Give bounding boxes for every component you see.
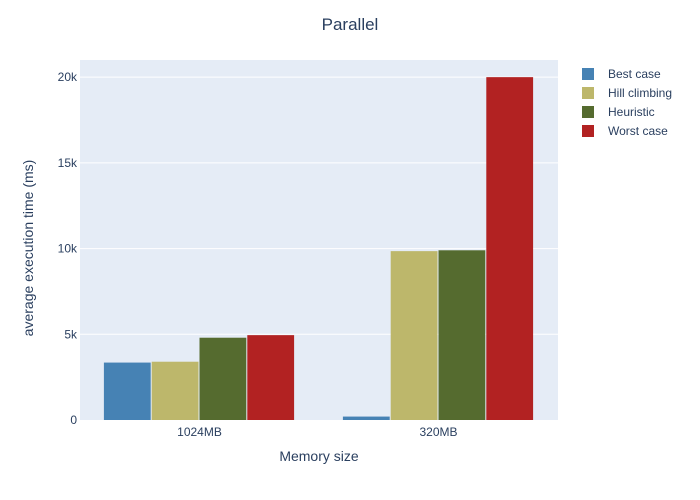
y-tick-label: 0 [70, 413, 77, 427]
legend-label: Heuristic [608, 105, 655, 119]
legend-swatch [582, 87, 594, 99]
x-axis-ticks: 1024MB 320MB [177, 425, 457, 439]
bar[interactable] [151, 361, 199, 420]
legend-label: Worst case [608, 124, 668, 138]
legend-item[interactable]: Worst case [582, 124, 668, 138]
legend-item[interactable]: Best case [582, 67, 661, 81]
bar[interactable] [390, 251, 438, 420]
legend-label: Hill climbing [608, 86, 672, 100]
legend[interactable]: Best case Hill climbing Heuristic Worst cas… [582, 67, 672, 138]
legend-item[interactable]: Heuristic [582, 105, 655, 119]
y-tick-label: 10k [58, 242, 78, 256]
bar[interactable] [103, 362, 151, 420]
legend-item[interactable]: Hill climbing [582, 86, 672, 100]
x-tick-label: 1024MB [177, 425, 222, 439]
y-axis-label: average execution time (ms) [20, 160, 36, 337]
bar[interactable] [199, 337, 247, 420]
legend-swatch [582, 68, 594, 80]
y-tick-label: 5k [64, 327, 78, 341]
chart-title: Parallel [322, 15, 379, 34]
legend-swatch [582, 106, 594, 118]
y-tick-label: 20k [58, 70, 78, 84]
y-tick-label: 15k [58, 156, 78, 170]
bar[interactable] [247, 335, 295, 420]
bar[interactable] [342, 416, 390, 420]
legend-label: Best case [608, 67, 661, 81]
bar[interactable] [486, 77, 534, 421]
x-tick-label: 320MB [419, 425, 457, 439]
bar[interactable] [438, 250, 486, 420]
y-axis-ticks: 0 5k 10k 15k 20k [58, 70, 78, 427]
x-axis-label: Memory size [279, 448, 359, 464]
legend-swatch [582, 125, 594, 137]
bars [103, 77, 534, 421]
